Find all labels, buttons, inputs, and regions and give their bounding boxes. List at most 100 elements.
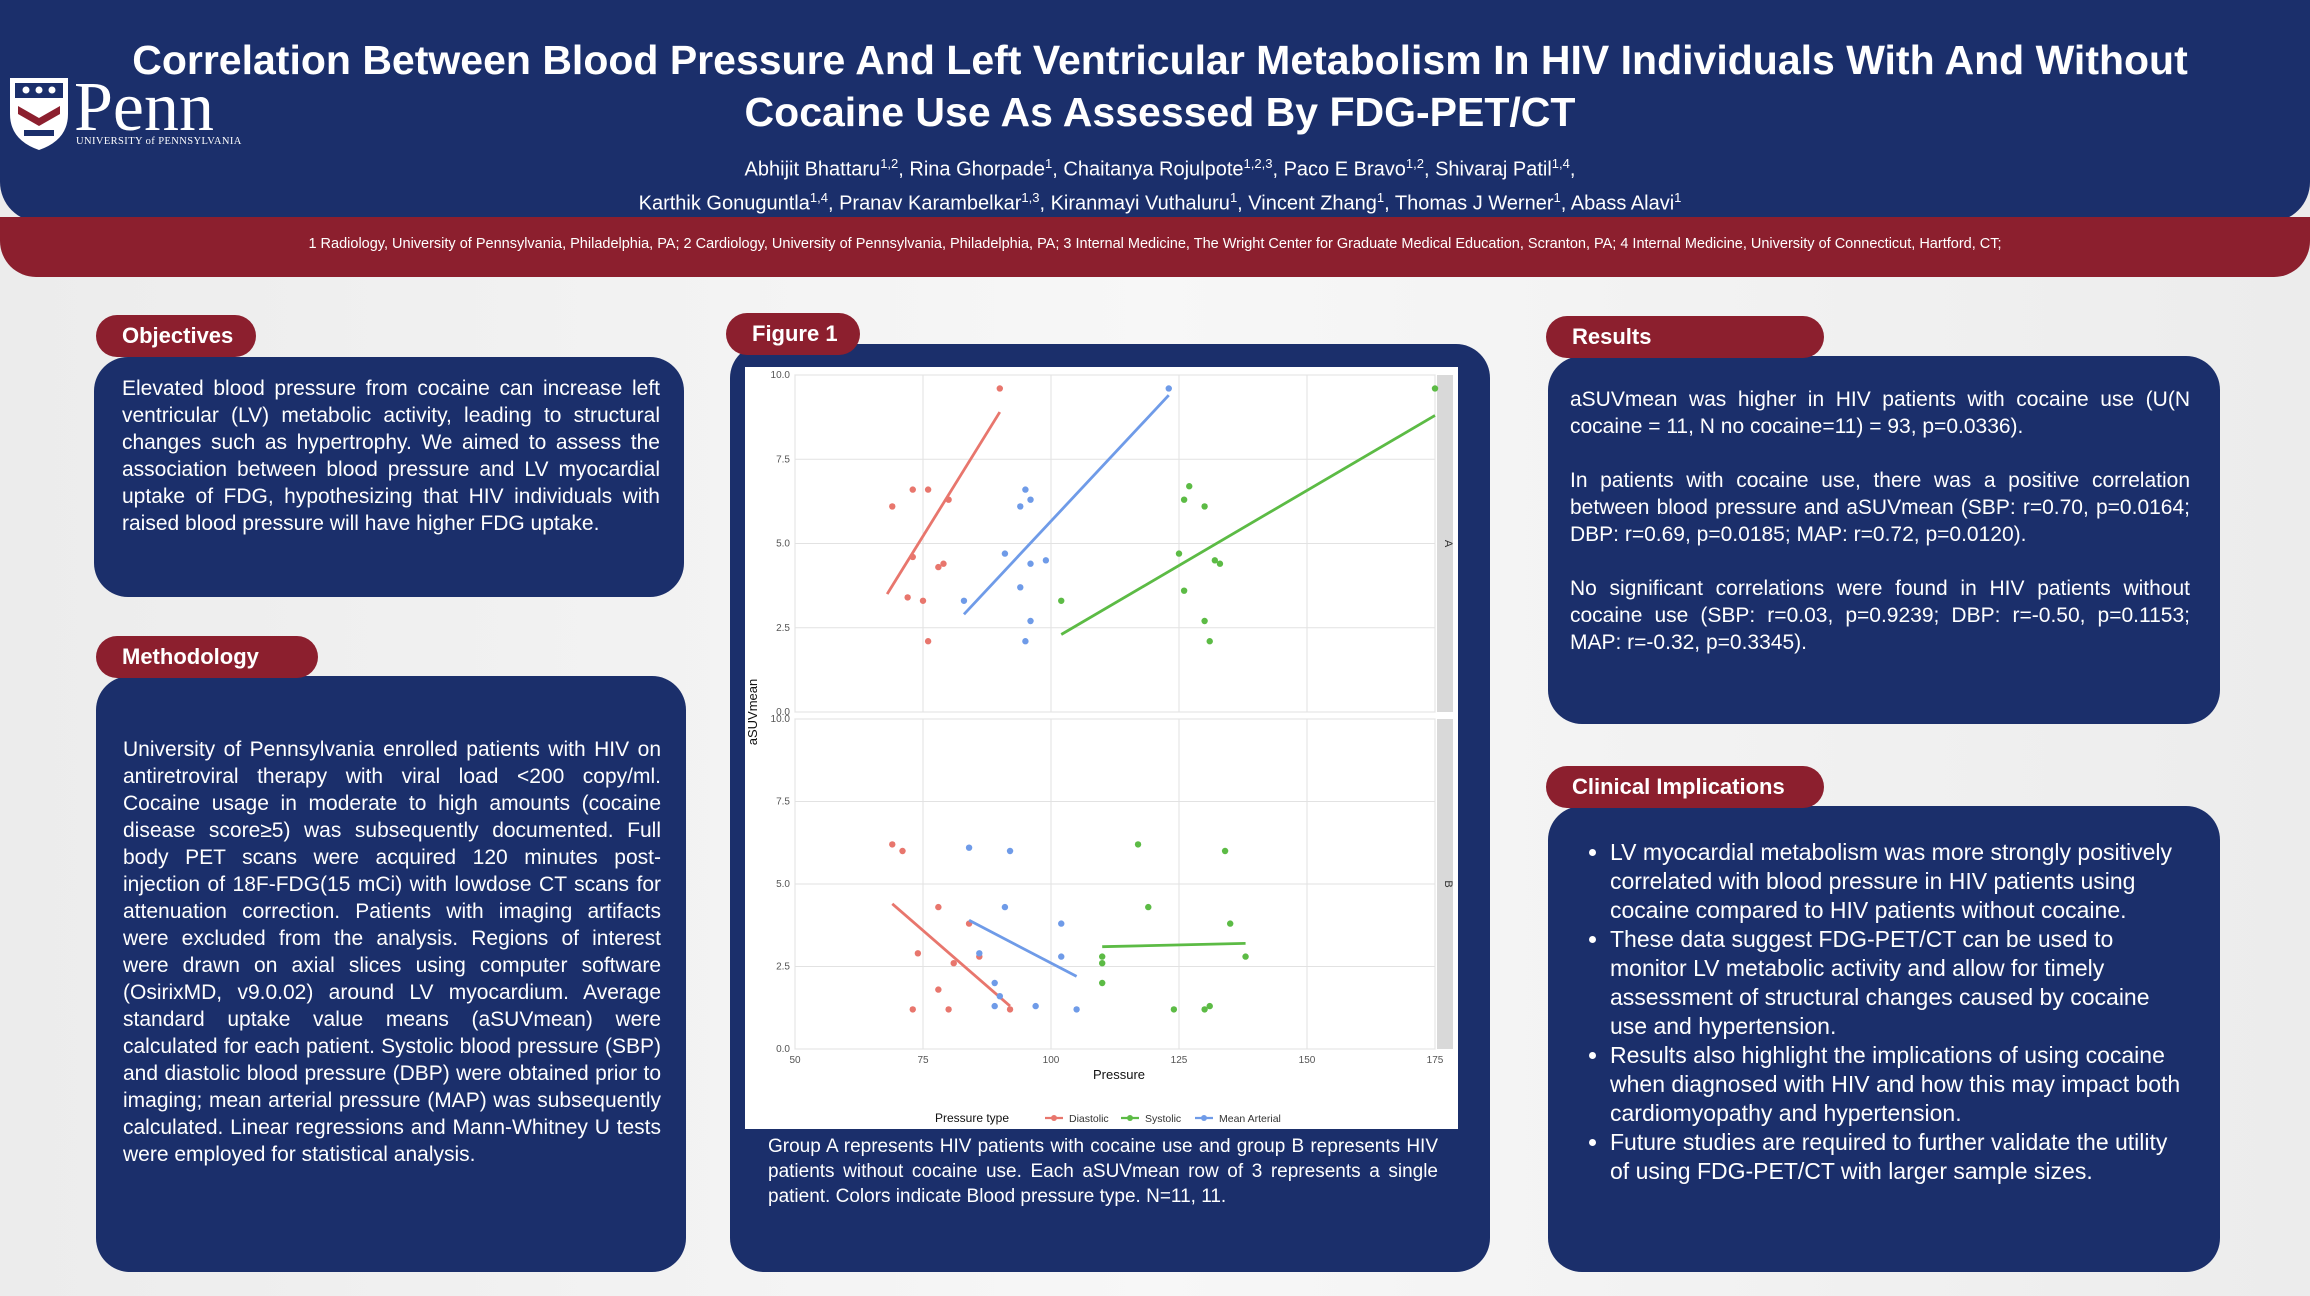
regression-line <box>968 919 1078 978</box>
affiliations-bar: 1 Radiology, University of Pennsylvania,… <box>0 217 2310 277</box>
y-axis-label: aSUVmean <box>745 679 760 745</box>
results-paragraph-2: In patients with cocaine use, there was … <box>1570 469 2190 546</box>
y-tick-label: 10.0 <box>771 714 791 725</box>
data-point <box>924 638 932 645</box>
author-affiliation-marker: 1,3 <box>1021 189 1040 205</box>
results-heading: Results <box>1546 316 1824 358</box>
x-axis-label: Pressure <box>1093 1067 1145 1082</box>
poster-title: Correlation Between Blood Pressure And L… <box>132 37 2188 135</box>
data-point <box>996 385 1003 392</box>
author-name: Vincent Zhang <box>1248 192 1377 215</box>
data-point <box>935 563 942 571</box>
data-point <box>1216 560 1224 567</box>
data-point <box>1001 550 1009 557</box>
logo-wordmark: Penn <box>74 69 214 146</box>
legend-title: Pressure type <box>935 1111 1009 1125</box>
data-point <box>1022 638 1029 645</box>
implications-heading: Clinical Implications <box>1546 766 1824 808</box>
author-name: Thomas J Werner <box>1394 192 1554 215</box>
data-point <box>1017 584 1024 591</box>
data-point <box>1431 385 1439 392</box>
legend-label: Diastolic <box>1069 1113 1109 1125</box>
penn-logo: Penn UNIVERSITY of PENNSYLVANIA <box>6 69 241 154</box>
regression-line <box>1102 942 1246 949</box>
results-panel: aSUVmean was higher in HIV patients with… <box>1548 356 2220 724</box>
author-affiliation-marker: 1 <box>1674 189 1682 205</box>
data-point <box>1022 486 1029 493</box>
methodology-body: University of Pennsylvania enrolled pati… <box>123 738 661 1166</box>
data-point <box>899 847 906 855</box>
data-point <box>1058 953 1065 960</box>
objectives-heading: Objectives <box>96 315 256 357</box>
legend-swatch-point <box>1051 1115 1057 1121</box>
data-point <box>935 986 942 993</box>
author-name: Abhijit Bhattaru <box>744 158 881 181</box>
data-point <box>1099 953 1106 960</box>
legend-swatch-point <box>1201 1115 1207 1121</box>
methodology-panel: University of Pennsylvania enrolled pati… <box>96 676 686 1272</box>
author-affiliation-marker: 1 <box>1045 156 1053 171</box>
legend-label: Systolic <box>1145 1113 1181 1125</box>
data-point <box>904 594 911 601</box>
logo-subtitle: UNIVERSITY of PENNSYLVANIA <box>76 136 242 147</box>
legend-swatch-point <box>1127 1115 1133 1121</box>
implication-item: Future studies are required to further v… <box>1610 1128 2192 1186</box>
data-point <box>1206 1002 1213 1010</box>
data-point <box>1027 496 1034 503</box>
y-tick-label: 0.0 <box>776 1044 790 1055</box>
implications-list: LV myocardial metabolism was more strong… <box>1582 838 2192 1186</box>
data-point <box>1180 587 1188 594</box>
author-name: Karthik Gonuguntla <box>638 192 810 215</box>
regression-line <box>891 902 1011 1008</box>
author-line-2: Karthik Gonuguntla1,4, Pranav Karambelka… <box>638 189 1682 215</box>
objectives-text: Elevated blood pressure from cocaine can… <box>122 377 660 535</box>
data-point <box>935 903 942 911</box>
y-tick-label: 7.5 <box>776 454 790 465</box>
author-name: Abass Alavi <box>1570 192 1675 215</box>
data-point <box>1001 903 1009 911</box>
author-affiliation-marker: 1,4 <box>809 189 828 205</box>
data-point <box>909 553 916 561</box>
poster-header: Penn UNIVERSITY of PENNSYLVANIA Correlat… <box>0 0 2310 222</box>
x-tick-label: 175 <box>1427 1055 1444 1066</box>
data-point <box>950 960 957 967</box>
data-point <box>914 950 922 957</box>
data-point <box>1201 1006 1208 1013</box>
data-point <box>1058 597 1065 604</box>
data-point <box>1180 496 1188 503</box>
penn-shield-icon <box>10 78 68 150</box>
y-tick-label: 10.0 <box>771 370 791 381</box>
x-tick-label: 100 <box>1043 1055 1060 1066</box>
x-tick-label: 150 <box>1299 1055 1316 1066</box>
author-name: Chaitanya Rojulpote <box>1063 158 1244 181</box>
data-point <box>960 597 968 604</box>
data-point <box>889 841 896 848</box>
data-point <box>1186 483 1193 490</box>
data-point <box>1006 1006 1014 1013</box>
y-tick-label: 5.0 <box>776 539 790 550</box>
author-name: Paco E Bravo <box>1283 158 1406 181</box>
data-point <box>1042 557 1050 564</box>
results-paragraph-1: aSUVmean was higher in HIV patients with… <box>1570 388 2190 438</box>
author-name: Kiranmayi Vuthaluru <box>1050 192 1230 215</box>
methodology-heading: Methodology <box>96 636 318 678</box>
data-point <box>1099 960 1106 967</box>
implications-panel: LV myocardial metabolism was more strong… <box>1548 806 2220 1272</box>
implications-list-wrap: LV myocardial metabolism was more strong… <box>1582 838 2192 1186</box>
author-affiliation-marker: 1,2 <box>880 156 899 171</box>
scatter-chart: 0.0 2.5 5.0 7.5 10.0 A 0.0 2.5 5.0 7.5 10.0 B 50 75 10… <box>745 370 1454 1125</box>
author-list: Abhijit Bhattaru1,2, Rina Ghorpade1, Cha… <box>200 150 2120 217</box>
data-point <box>1006 847 1014 855</box>
data-point <box>1027 560 1034 567</box>
data-point <box>1165 385 1172 392</box>
data-point <box>924 486 932 493</box>
data-point <box>1058 920 1065 927</box>
data-point <box>996 993 1003 1000</box>
data-point <box>1170 1006 1178 1013</box>
author-affiliation-marker: 1,4 <box>1551 156 1570 171</box>
author-affiliation-marker: 1 <box>1376 189 1385 205</box>
data-point <box>1201 617 1208 625</box>
data-point <box>909 486 916 493</box>
methodology-text: University of Pennsylvania enrolled pati… <box>123 736 661 1168</box>
data-point <box>1032 1002 1039 1010</box>
